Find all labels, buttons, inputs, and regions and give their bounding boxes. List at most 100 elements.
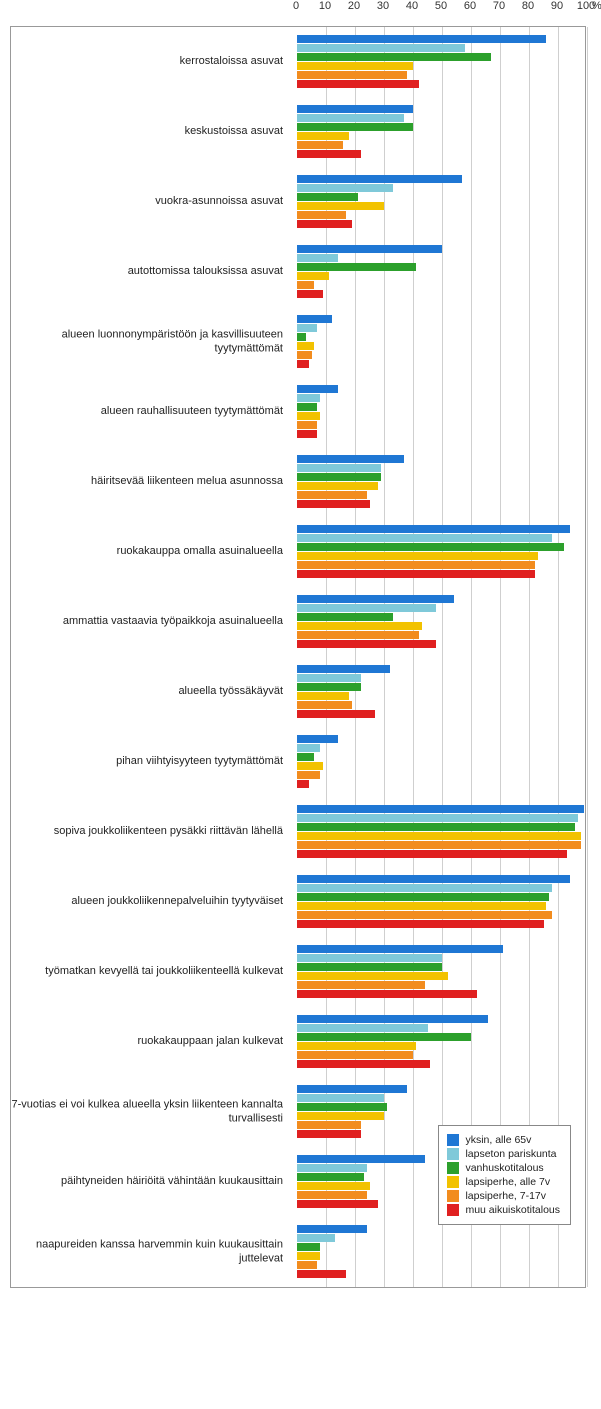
category-group: työmatkan kevyellä tai joukkoliikenteell… [11, 937, 585, 1007]
bar [297, 1060, 430, 1068]
bar [297, 360, 309, 368]
bars [297, 245, 587, 298]
legend-swatch [447, 1162, 459, 1174]
legend-item: lapsiperhe, 7-17v [447, 1190, 560, 1202]
bar [297, 780, 309, 788]
bar [297, 333, 306, 341]
bar [297, 1112, 384, 1120]
bar [297, 972, 448, 980]
bar [297, 850, 567, 858]
category-group: kerrostaloissa asuvat [11, 27, 585, 97]
x-tick: 50 [435, 0, 447, 12]
category-group: alueen luonnonympäristöön ja kasvillisuu… [11, 307, 585, 377]
legend: yksin, alle 65vlapseton pariskuntavanhus… [438, 1125, 571, 1225]
bar [297, 683, 361, 691]
bar [297, 315, 332, 323]
bar [297, 561, 535, 569]
x-tick: 0 [293, 0, 299, 12]
category-label: autottomissa talouksissa asuvat [11, 265, 289, 279]
bar [297, 893, 549, 901]
category-label: alueen luonnonympäristöön ja kasvillisuu… [11, 328, 289, 356]
category-group: vuokra-asunnoissa asuvat [11, 167, 585, 237]
legend-item: lapsiperhe, alle 7v [447, 1176, 560, 1188]
bar [297, 570, 535, 578]
bar [297, 202, 384, 210]
bar [297, 1243, 320, 1251]
category-label: päihtyneiden häiriöitä vähintään kuukaus… [11, 1175, 289, 1189]
bars [297, 875, 587, 928]
bar [297, 631, 419, 639]
bar [297, 805, 584, 813]
legend-swatch [447, 1190, 459, 1202]
bar [297, 342, 314, 350]
bar [297, 1103, 387, 1111]
bar [297, 665, 390, 673]
category-label: pihan viihtyisyyteen tyytymättömät [11, 755, 289, 769]
bar [297, 211, 346, 219]
bar [297, 945, 503, 953]
bar [297, 220, 352, 228]
bar [297, 525, 570, 533]
bar [297, 875, 570, 883]
category-group: sopiva joukkoliikenteen pysäkki riittävä… [11, 797, 585, 867]
bar [297, 1261, 317, 1269]
legend-item: lapseton pariskunta [447, 1148, 560, 1160]
x-axis-suffix: % [592, 0, 601, 12]
bar [297, 753, 314, 761]
legend-label: lapsiperhe, 7-17v [465, 1190, 546, 1202]
bar [297, 841, 581, 849]
bars [297, 1225, 587, 1278]
bar-groups: kerrostaloissa asuvat keskustoissa asuvat… [11, 27, 585, 1287]
bar [297, 832, 581, 840]
bar [297, 1225, 367, 1233]
bar [297, 385, 338, 393]
legend-swatch [447, 1204, 459, 1216]
bar [297, 71, 407, 79]
category-label: naapureiden kanssa harvemmin kuin kuukau… [11, 1238, 289, 1266]
bar [297, 701, 352, 709]
bars [297, 945, 587, 998]
bar [297, 981, 425, 989]
x-tick: 70 [493, 0, 505, 12]
bar [297, 1130, 361, 1138]
chart-container: 0102030405060708090100% kerrostaloissa a… [0, 0, 601, 1288]
legend-label: yksin, alle 65v [465, 1134, 531, 1146]
bar [297, 692, 349, 700]
bar [297, 394, 320, 402]
category-group: autottomissa talouksissa asuvat [11, 237, 585, 307]
bar [297, 491, 367, 499]
bar [297, 814, 578, 822]
x-tick: 20 [348, 0, 360, 12]
category-group: ammattia vastaavia työpaikkoja asuinalue… [11, 587, 585, 657]
bar [297, 184, 393, 192]
category-group: pihan viihtyisyyteen tyytymättömät [11, 727, 585, 797]
legend-swatch [447, 1134, 459, 1146]
category-label: sopiva joukkoliikenteen pysäkki riittävä… [11, 825, 289, 839]
bar [297, 1015, 488, 1023]
category-label: kerrostaloissa asuvat [11, 55, 289, 69]
bars [297, 35, 587, 88]
bar [297, 1051, 413, 1059]
bar [297, 114, 404, 122]
bar [297, 613, 393, 621]
bar [297, 963, 442, 971]
bar [297, 1182, 370, 1190]
x-tick: 30 [377, 0, 389, 12]
bar [297, 193, 358, 201]
bar [297, 902, 546, 910]
bars [297, 525, 587, 578]
bar [297, 473, 381, 481]
bars [297, 665, 587, 718]
category-label: alueella työssäkäyvät [11, 685, 289, 699]
bar [297, 1164, 367, 1172]
category-label: ammattia vastaavia työpaikkoja asuinalue… [11, 615, 289, 629]
bar [297, 482, 378, 490]
category-label: häiritsevää liikenteen melua asunnossa [11, 475, 289, 489]
bar [297, 272, 329, 280]
bar [297, 455, 404, 463]
x-tick: 40 [406, 0, 418, 12]
category-label: keskustoissa asuvat [11, 125, 289, 139]
category-label: alueen rauhallisuuteen tyytymättömät [11, 405, 289, 419]
bar [297, 911, 552, 919]
bars [297, 595, 587, 648]
